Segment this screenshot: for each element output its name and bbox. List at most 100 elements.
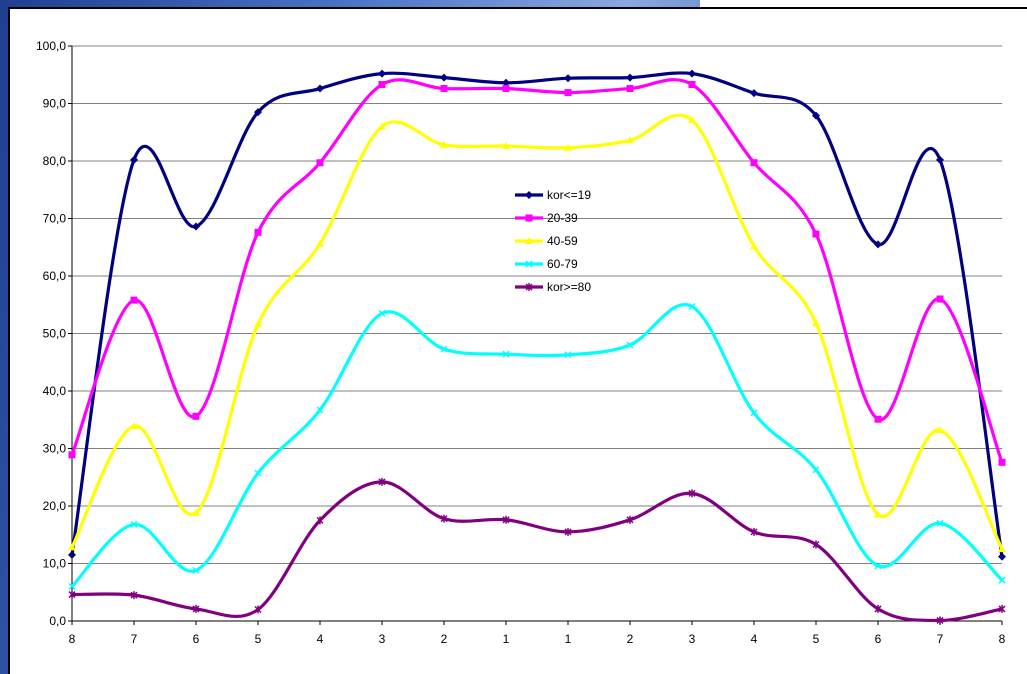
legend-label: 60-79 xyxy=(547,257,578,271)
data-point xyxy=(68,451,76,459)
data-point xyxy=(254,605,262,614)
data-point xyxy=(750,527,758,536)
data-point xyxy=(502,515,510,524)
data-point xyxy=(440,85,448,93)
legend-marker xyxy=(525,260,533,268)
legend: kor<=19 20-39 40-59 60-79 kor>=80 xyxy=(515,188,591,294)
data-point xyxy=(998,604,1006,613)
data-point xyxy=(502,350,510,358)
y-tick-label: 50,0 xyxy=(43,327,67,341)
x-tick-label: 8 xyxy=(69,632,76,646)
data-point xyxy=(750,242,758,250)
data-point xyxy=(936,155,944,164)
data-point xyxy=(564,74,572,83)
data-point xyxy=(68,543,76,551)
data-point xyxy=(998,576,1006,584)
data-point xyxy=(688,69,696,78)
data-point xyxy=(874,562,882,570)
data-point xyxy=(564,143,572,151)
x-tick-label: 5 xyxy=(255,632,262,646)
legend-marker xyxy=(525,283,533,291)
data-point xyxy=(626,341,634,349)
x-tick-label: 4 xyxy=(317,632,324,646)
data-point xyxy=(998,545,1006,553)
data-point xyxy=(564,527,572,536)
data-point xyxy=(936,426,944,434)
x-tick-label: 8 xyxy=(999,632,1006,646)
data-point xyxy=(68,590,76,599)
data-point xyxy=(192,508,200,516)
data-point xyxy=(378,309,386,317)
data-point xyxy=(130,520,138,528)
data-point xyxy=(502,142,510,150)
y-tick-label: 100,0 xyxy=(36,39,66,53)
y-tick-label: 90,0 xyxy=(43,97,67,111)
data-point xyxy=(688,302,696,311)
data-point xyxy=(440,140,448,148)
legend-marker xyxy=(525,191,533,199)
chart-frame: 0,0 10,0 20,0 30,0 40,0 50,0 60,0 70,0 80,0 90,0 1… xyxy=(8,7,1027,674)
legend-label: kor>=80 xyxy=(547,280,591,294)
legend-label: 40-59 xyxy=(547,234,578,248)
series-line-3 xyxy=(70,303,1004,588)
data-point xyxy=(998,552,1006,561)
data-point xyxy=(750,89,758,98)
legend-label: kor<=19 xyxy=(547,188,591,202)
x-tick-label: 6 xyxy=(193,632,200,646)
data-point xyxy=(130,591,138,600)
data-point xyxy=(936,295,944,303)
legend-label: 20-39 xyxy=(547,211,578,225)
y-tick-label: 0,0 xyxy=(49,614,66,628)
data-point xyxy=(812,466,820,474)
data-point xyxy=(874,415,882,423)
data-point xyxy=(626,73,634,82)
data-point xyxy=(316,516,324,525)
data-point xyxy=(378,69,386,78)
data-point xyxy=(316,239,324,247)
y-tick-label: 70,0 xyxy=(43,212,67,226)
y-tick-label: 30,0 xyxy=(43,442,67,456)
series-markers xyxy=(68,69,1006,625)
y-tick-label: 40,0 xyxy=(43,384,67,398)
data-point xyxy=(316,84,324,93)
data-point xyxy=(688,489,696,498)
data-point xyxy=(378,122,386,130)
data-point xyxy=(440,73,448,82)
series-line-1 xyxy=(70,78,1004,463)
data-point xyxy=(440,345,448,353)
data-point xyxy=(254,228,262,236)
data-point xyxy=(750,159,758,167)
data-point xyxy=(192,222,200,231)
data-point xyxy=(502,85,510,93)
data-point xyxy=(130,296,138,304)
y-tick-label: 60,0 xyxy=(43,269,67,283)
data-point xyxy=(130,422,138,430)
data-point xyxy=(254,320,262,328)
data-point xyxy=(316,406,324,414)
x-tick-label: 1 xyxy=(565,632,572,646)
data-point xyxy=(192,566,200,574)
series-line-0 xyxy=(70,71,1004,557)
data-point xyxy=(564,351,572,359)
x-tick-label: 2 xyxy=(441,632,448,646)
data-point xyxy=(316,159,324,167)
x-tick-label: 4 xyxy=(751,632,758,646)
data-point xyxy=(626,515,634,524)
tick-labels: 0,0 10,0 20,0 30,0 40,0 50,0 60,0 70,0 80,0 90,0 1… xyxy=(36,39,1006,646)
y-tick-label: 10,0 xyxy=(43,557,67,571)
data-point xyxy=(502,78,510,87)
data-point xyxy=(874,510,882,518)
x-tick-label: 5 xyxy=(813,632,820,646)
series-lines xyxy=(70,71,1004,623)
y-tick-label: 20,0 xyxy=(43,499,67,513)
data-point xyxy=(440,514,448,523)
data-point xyxy=(68,582,76,591)
data-point xyxy=(874,240,882,249)
data-point xyxy=(378,477,386,486)
data-point xyxy=(564,89,572,97)
y-tick-label: 80,0 xyxy=(43,154,67,168)
line-chart: 0,0 10,0 20,0 30,0 40,0 50,0 60,0 70,0 80,0 90,0 1… xyxy=(36,39,1006,646)
data-point xyxy=(936,616,944,625)
data-point xyxy=(688,116,696,124)
